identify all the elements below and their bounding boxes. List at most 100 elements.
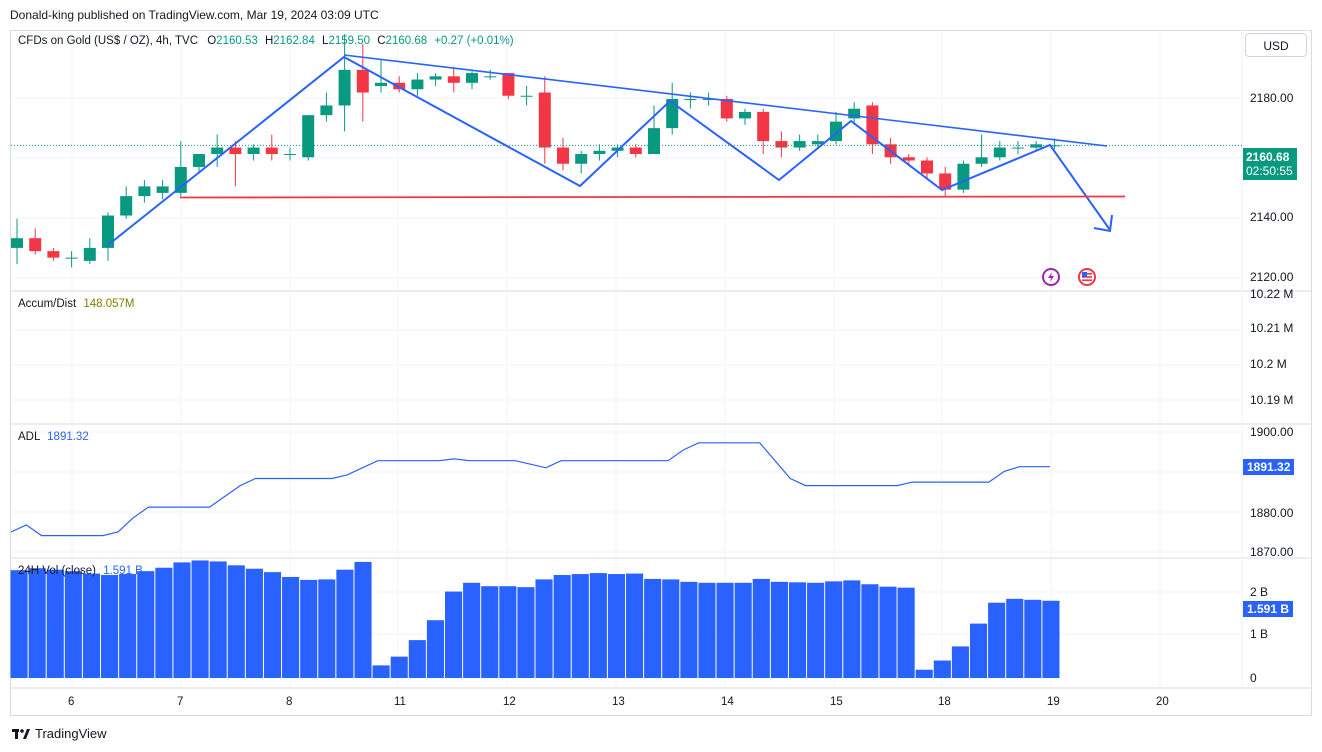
- volume-bar: [988, 602, 1006, 678]
- volume-bar: [1042, 600, 1060, 678]
- candle-body: [120, 196, 133, 216]
- volume-bar: [825, 581, 843, 678]
- candle-body: [921, 160, 933, 174]
- accum-axis-label: 10.2 M: [1250, 357, 1287, 371]
- volume-bars: [10, 560, 1060, 678]
- accum-axis-label: 10.19 M: [1250, 393, 1294, 407]
- pattern-trendline: [343, 54, 1108, 147]
- volume-bar: [499, 586, 517, 678]
- candle-body: [793, 141, 806, 148]
- volume-bar: [626, 573, 644, 678]
- volume-bar: [245, 568, 263, 678]
- candle-body: [648, 128, 660, 155]
- lightning-icon[interactable]: [1042, 268, 1060, 286]
- candle: [302, 115, 315, 161]
- time-axis-label: 15: [830, 696, 843, 708]
- vol-legend: 24H Vol (close) 1.591 B: [18, 565, 143, 577]
- candle: [921, 157, 933, 180]
- candle: [557, 137, 569, 171]
- volume-bar: [1006, 598, 1024, 678]
- candle: [265, 134, 278, 161]
- candle-body: [975, 157, 988, 164]
- candle: [1012, 141, 1024, 155]
- candle-body: [102, 215, 114, 248]
- candle-body: [284, 154, 296, 156]
- pattern-zigzag: [107, 55, 1111, 246]
- candle: [902, 154, 915, 164]
- candle-body: [902, 157, 915, 161]
- candle: [939, 166, 952, 197]
- tradingview-footer[interactable]: TradingView: [12, 726, 107, 741]
- volume-bar: [716, 582, 734, 678]
- volume-bar: [64, 571, 82, 678]
- candle: [975, 134, 988, 167]
- candle-body: [411, 79, 424, 90]
- high-label: H: [264, 35, 274, 47]
- candle-body: [211, 147, 224, 155]
- price-axis-label: 2180.00: [1250, 91, 1294, 105]
- vol-axis-label: 0: [1250, 671, 1257, 685]
- volume-bar: [517, 587, 535, 678]
- candle-body: [957, 163, 970, 190]
- volume-bar: [282, 576, 300, 678]
- time-axis-label: 12: [503, 696, 516, 708]
- candle-body: [848, 108, 861, 119]
- candle-body: [375, 82, 387, 87]
- candle-body: [830, 121, 842, 142]
- candle-body: [811, 141, 824, 145]
- candle: [684, 92, 697, 109]
- candle-body: [502, 73, 515, 96]
- candle: [65, 251, 78, 268]
- candle-body: [138, 186, 151, 197]
- candle-body: [302, 115, 315, 158]
- time-axis-label: 20: [1156, 696, 1169, 708]
- tradingview-logo-text: TradingView: [35, 726, 107, 741]
- candle: [575, 150, 588, 174]
- vol-axis-label: 1 B: [1250, 627, 1269, 641]
- accum-legend: Accum/Dist 148.057M: [18, 298, 135, 310]
- volume-bar: [191, 560, 209, 678]
- candle-body: [1048, 145, 1061, 147]
- vol-label: 24H Vol (close): [18, 565, 96, 577]
- volume-bar: [752, 578, 770, 678]
- candle: [411, 73, 424, 96]
- candle: [320, 92, 333, 122]
- vol-axis-label: 2 B: [1250, 585, 1269, 599]
- volume-bar: [915, 669, 933, 678]
- candle-body: [993, 147, 1006, 158]
- candle-body: [193, 154, 205, 167]
- time-axis-label: 6: [68, 696, 75, 708]
- candle-body: [1012, 147, 1024, 149]
- arrow-head: [1093, 214, 1113, 233]
- adl-tag: 1891.32: [1243, 459, 1295, 475]
- candle-body: [593, 150, 606, 155]
- volume-bar: [137, 571, 155, 678]
- currency-button[interactable]: USD: [1245, 33, 1307, 57]
- volume-bar: [662, 579, 680, 678]
- volume-bar: [897, 587, 915, 678]
- symbol-label: CFDs on Gold (US$ / OZ), 4h, TVC: [18, 35, 199, 47]
- volume-bar: [607, 574, 626, 678]
- volume-bar: [101, 575, 119, 678]
- candle: [739, 108, 751, 125]
- candle: [775, 131, 788, 158]
- accum-axis-label: 10.21 M: [1250, 321, 1294, 335]
- volume-bar: [209, 561, 227, 678]
- candle-body: [684, 98, 697, 100]
- candle-body: [757, 111, 770, 142]
- time-axis-label: 11: [394, 696, 406, 708]
- change-value: +0.27 (+0.01%): [434, 35, 514, 47]
- volume-bar: [444, 591, 463, 678]
- candle-body: [83, 247, 96, 261]
- candle: [102, 212, 114, 261]
- volume-bar: [933, 660, 951, 678]
- candle-body: [356, 69, 369, 93]
- candle-body: [447, 76, 460, 83]
- accum-value: 148.057M: [83, 298, 135, 310]
- candle: [356, 43, 369, 122]
- volume-bar: [644, 578, 662, 678]
- candle: [429, 73, 442, 87]
- candle: [538, 76, 551, 164]
- us-flag-icon[interactable]: [1078, 268, 1096, 286]
